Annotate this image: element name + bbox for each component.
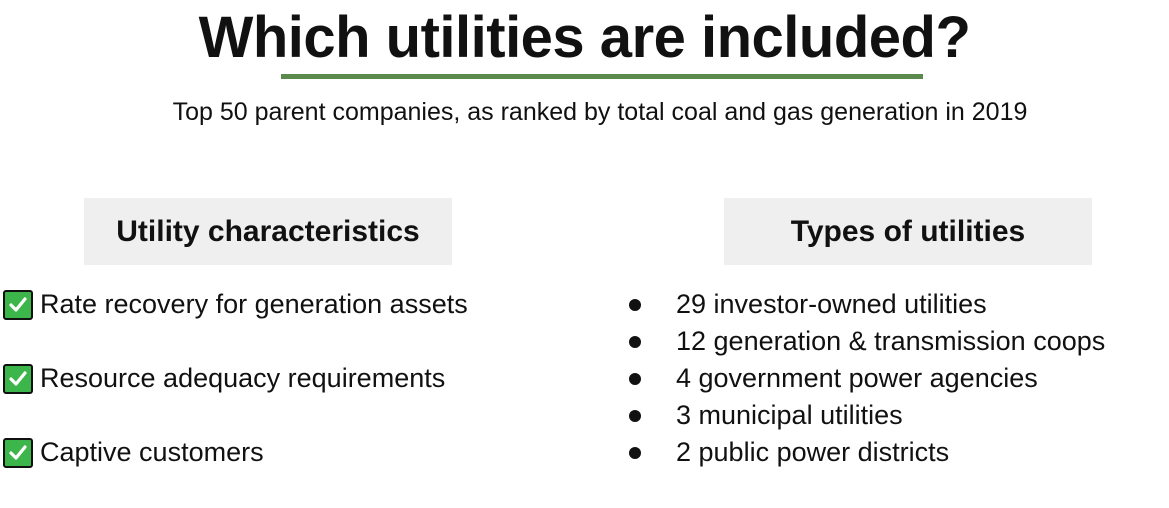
utility-types-list: 29 investor-owned utilities 12 generatio… bbox=[626, 286, 1105, 471]
list-item-label: Rate recovery for generation assets bbox=[40, 289, 468, 319]
checkmark-icon bbox=[3, 437, 33, 468]
checkmark-icon bbox=[3, 363, 33, 394]
bullet-icon bbox=[629, 372, 641, 385]
checkmark-icon bbox=[3, 289, 33, 320]
list-item-label: 12 generation & transmission coops bbox=[676, 326, 1106, 356]
bullet-icon bbox=[629, 446, 641, 459]
list-item: Captive customers bbox=[3, 434, 468, 471]
list-item: 12 generation & transmission coops bbox=[626, 323, 1105, 360]
list-item: 29 investor-owned utilities bbox=[626, 286, 1105, 323]
list-item: Rate recovery for generation assets bbox=[3, 286, 468, 323]
list-item-label: 29 investor-owned utilities bbox=[676, 289, 987, 319]
characteristics-list: Rate recovery for generation assets Reso… bbox=[3, 286, 468, 508]
utility-characteristics-heading: Utility characteristics bbox=[84, 198, 452, 265]
bullet-icon bbox=[629, 298, 641, 311]
list-item: 3 municipal utilities bbox=[626, 397, 1105, 434]
list-item-label: 4 government power agencies bbox=[676, 363, 1038, 393]
bullet-icon bbox=[629, 335, 641, 348]
types-of-utilities-heading: Types of utilities bbox=[724, 198, 1092, 265]
list-item: 4 government power agencies bbox=[626, 360, 1105, 397]
list-item-label: 3 municipal utilities bbox=[676, 400, 903, 430]
bullet-icon bbox=[629, 409, 641, 422]
list-item-label: 2 public power districts bbox=[676, 437, 950, 467]
page-subtitle: Top 50 parent companies, as ranked by to… bbox=[172, 98, 1028, 126]
page-title: Which utilities are included? bbox=[198, 5, 971, 70]
list-item-label: Resource adequacy requirements bbox=[40, 363, 446, 393]
list-item: 2 public power districts bbox=[626, 434, 1105, 471]
title-underline bbox=[281, 74, 923, 79]
list-item-label: Captive customers bbox=[40, 437, 264, 467]
list-item: Resource adequacy requirements bbox=[3, 360, 468, 397]
